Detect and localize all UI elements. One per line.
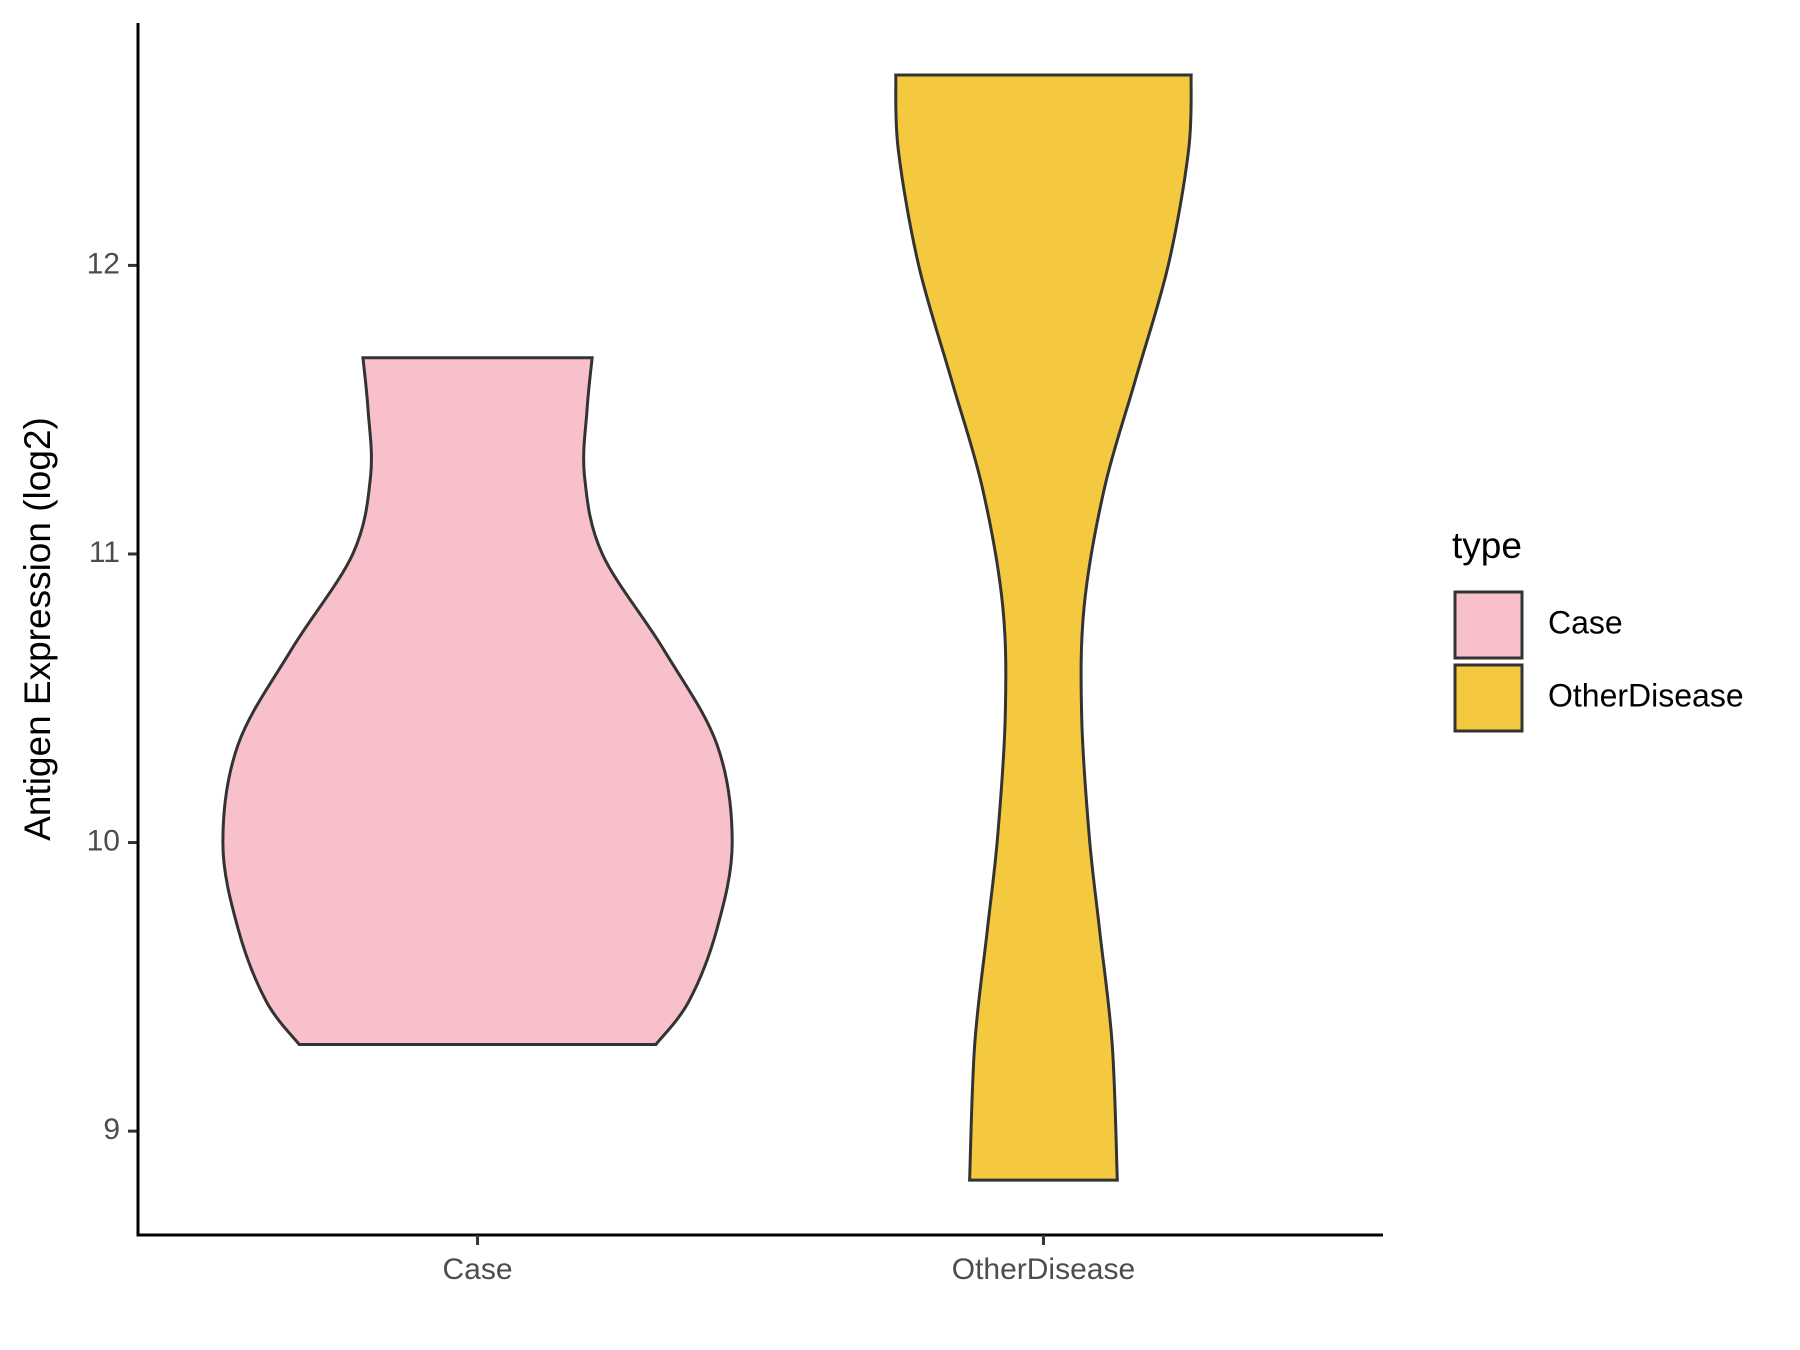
y-tick-label: 11 xyxy=(89,536,120,569)
y-tick-label: 12 xyxy=(87,247,120,280)
violin xyxy=(894,73,1193,1182)
violin xyxy=(221,356,734,1047)
legend-key xyxy=(1453,663,1524,733)
legend-label: Case xyxy=(1548,604,1623,640)
legend-key xyxy=(1453,590,1524,660)
legend-label: OtherDisease xyxy=(1548,677,1744,713)
y-axis-title: Antigen Expression (log2) xyxy=(17,417,58,841)
y-tick-label: 10 xyxy=(87,824,120,857)
x-tick-label: Case xyxy=(443,1253,513,1286)
y-tick-label: 9 xyxy=(103,1113,120,1146)
legend-title: type xyxy=(1452,525,1522,566)
x-tick-label: OtherDisease xyxy=(952,1253,1135,1286)
